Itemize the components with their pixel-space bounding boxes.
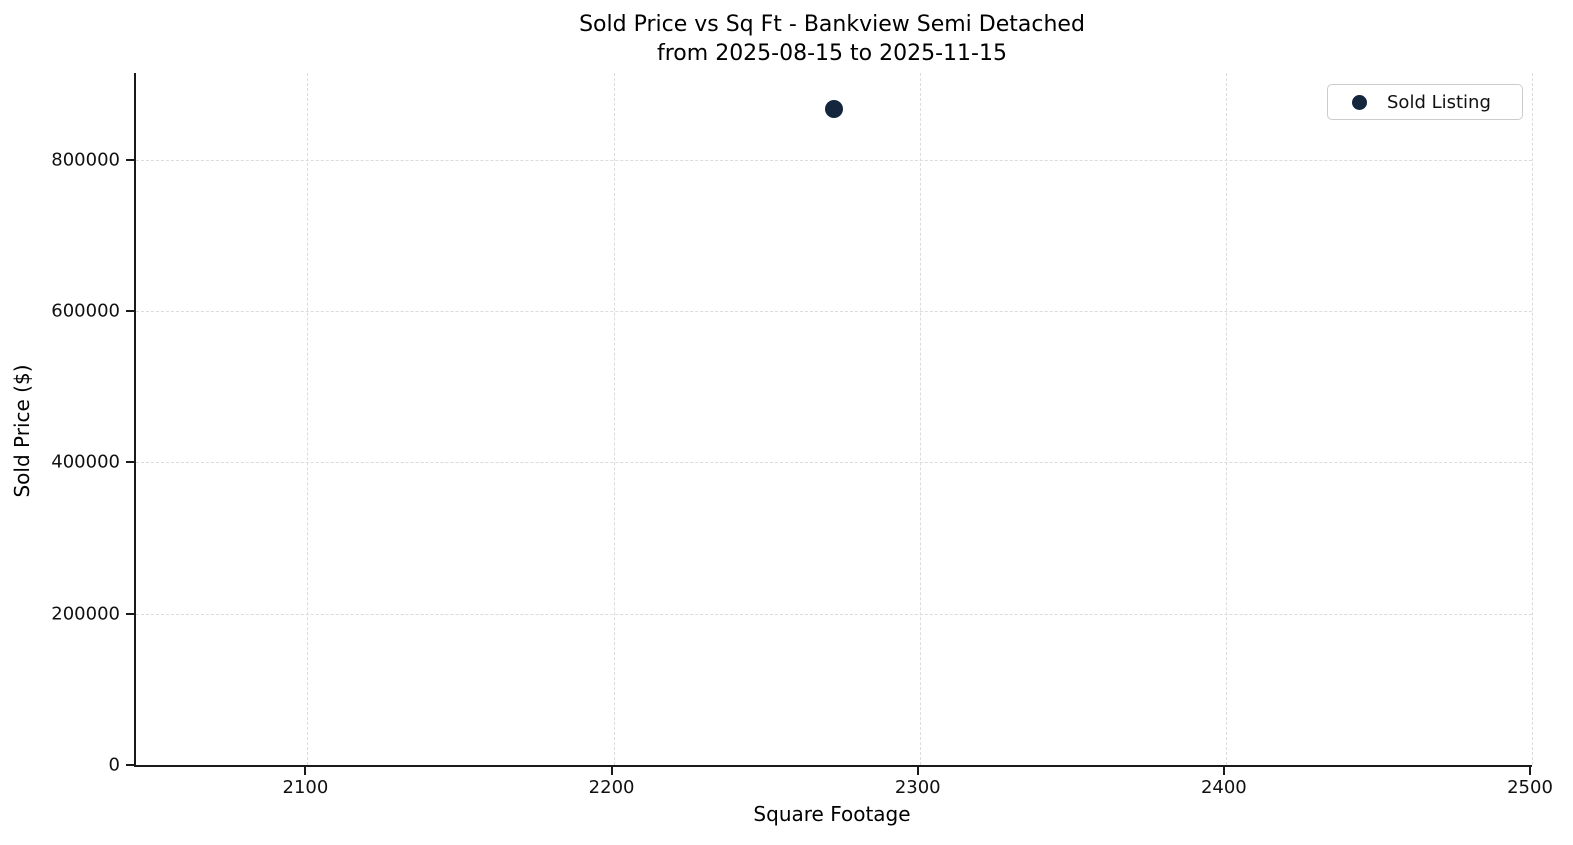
y-tick bbox=[126, 310, 134, 313]
legend-label-sold-listing: Sold Listing bbox=[1387, 91, 1491, 113]
x-tick bbox=[610, 767, 613, 775]
gridline-vertical bbox=[1225, 73, 1227, 765]
y-tick-label: 0 bbox=[108, 754, 120, 776]
y-tick-label: 600000 bbox=[51, 300, 120, 322]
y-tick-label: 800000 bbox=[51, 149, 120, 171]
gridline-horizontal bbox=[136, 159, 1532, 161]
y-tick-label: 400000 bbox=[51, 451, 120, 473]
x-tick-label: 2400 bbox=[1200, 777, 1247, 798]
chart-title-block: Sold Price vs Sq Ft - Bankview Semi Deta… bbox=[134, 10, 1530, 68]
chart-subtitle: from 2025-08-15 to 2025-11-15 bbox=[657, 41, 1007, 66]
legend-marker-sold-listing-icon bbox=[1352, 94, 1367, 110]
x-tick bbox=[304, 767, 307, 775]
y-tick bbox=[126, 461, 134, 464]
x-tick-label: 2300 bbox=[894, 777, 941, 798]
y-tick bbox=[126, 158, 134, 161]
gridline-vertical bbox=[919, 73, 921, 765]
y-tick-label: 200000 bbox=[51, 603, 120, 625]
gridline-vertical bbox=[307, 73, 309, 765]
gridline-horizontal bbox=[136, 462, 1532, 464]
gridline-horizontal bbox=[136, 613, 1532, 615]
chart-title: Sold Price vs Sq Ft - Bankview Semi Deta… bbox=[579, 12, 1085, 37]
gridline-horizontal bbox=[136, 311, 1532, 313]
legend: Sold Listing bbox=[1327, 84, 1523, 120]
y-axis-label: Sold Price ($) bbox=[10, 364, 34, 498]
y-tick bbox=[126, 612, 134, 615]
plot-area bbox=[134, 73, 1533, 767]
gridline-vertical bbox=[1532, 73, 1533, 765]
x-axis-label: Square Footage bbox=[753, 802, 911, 826]
x-tick bbox=[1222, 767, 1225, 775]
x-tick-label: 2200 bbox=[588, 777, 635, 798]
x-tick bbox=[1529, 767, 1531, 775]
x-tick-label: 2500 bbox=[1507, 777, 1553, 798]
x-tick-label: 2100 bbox=[282, 777, 329, 798]
x-tick bbox=[916, 767, 919, 775]
gridline-vertical bbox=[613, 73, 615, 765]
data-point-sold-listing bbox=[825, 99, 843, 118]
y-tick bbox=[126, 764, 134, 766]
